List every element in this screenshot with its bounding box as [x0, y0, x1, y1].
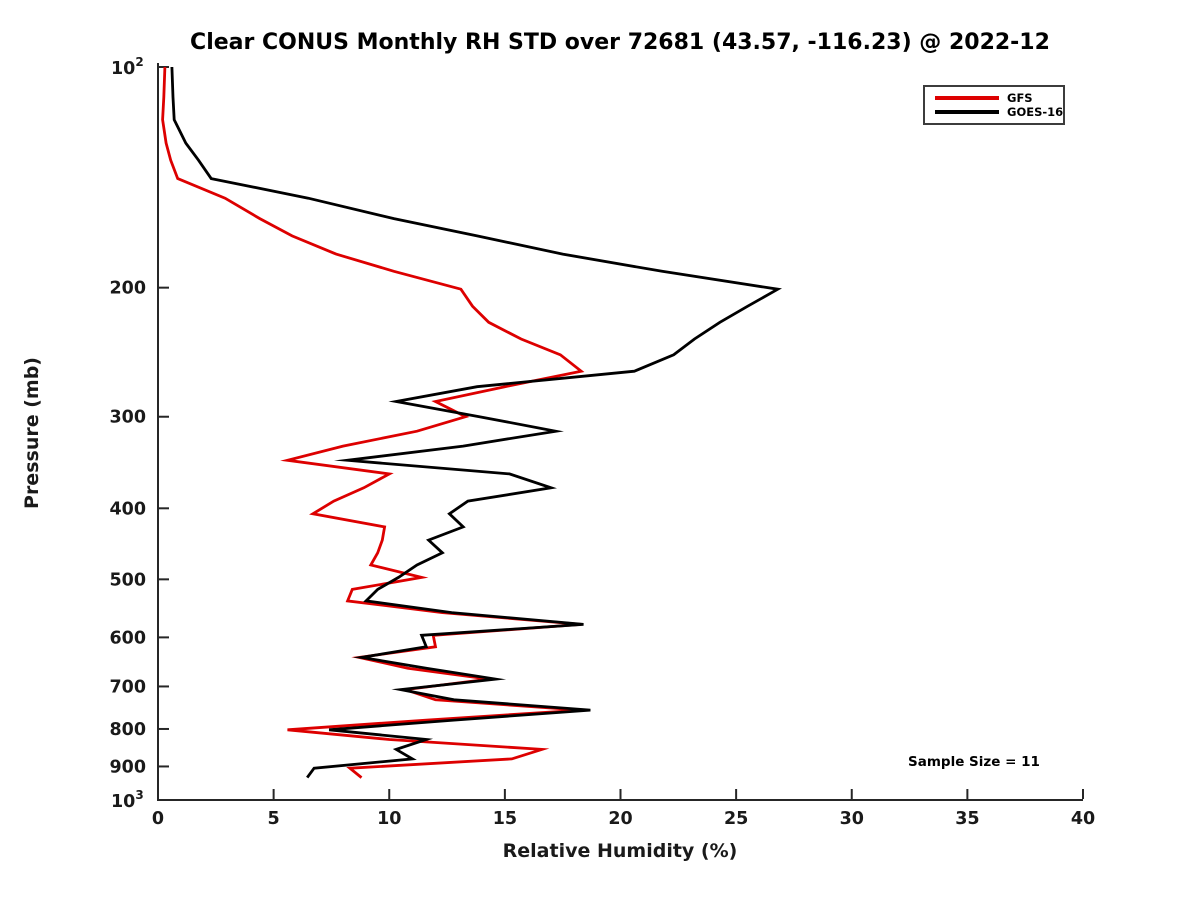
legend-entry-goes16: GOES-16 [935, 105, 1063, 119]
y-tick-label: 400 [109, 499, 146, 519]
y-tick-label: 500 [109, 570, 146, 590]
x-tick-label: 10 [377, 809, 401, 829]
x-tick-label: 30 [840, 809, 864, 829]
series-line-gfs [161, 66, 585, 779]
y-tick-label: 700 [109, 677, 146, 697]
y-axis-label: Pressure (mb) [21, 357, 43, 509]
legend-label-goes16: GOES-16 [1007, 105, 1064, 119]
x-tick-label: 20 [608, 809, 632, 829]
chart-title: Clear CONUS Monthly RH STD over 72681 (4… [190, 30, 1050, 55]
goes16-line-swatch [935, 110, 999, 114]
y-tick-label: 300 [109, 408, 146, 428]
sample-size-annotation: Sample Size = 11 [908, 754, 1040, 770]
y-tick-label: 800 [109, 720, 146, 740]
legend-label-gfs: GFS [1007, 91, 1033, 105]
y-tick-label: 600 [109, 628, 146, 648]
x-tick-label: 15 [493, 809, 517, 829]
x-axis-label: Relative Humidity (%) [502, 840, 738, 862]
series-line-goes-16 [170, 66, 783, 779]
y-tick-label: 900 [109, 757, 146, 777]
x-tick-label: 0 [152, 809, 164, 829]
x-tick-label: 25 [724, 809, 748, 829]
x-tick-label: 35 [955, 809, 979, 829]
y-axis-top-label: 102 [111, 55, 144, 79]
x-tick-label: 5 [268, 809, 280, 829]
x-tick-label: 40 [1071, 809, 1095, 829]
legend-box: GFS GOES-16 [923, 85, 1065, 125]
gfs-line-swatch [935, 96, 999, 100]
legend-entry-gfs: GFS [935, 91, 1057, 105]
y-axis-bottom-label: 103 [111, 788, 144, 812]
y-tick-label: 200 [109, 279, 146, 299]
